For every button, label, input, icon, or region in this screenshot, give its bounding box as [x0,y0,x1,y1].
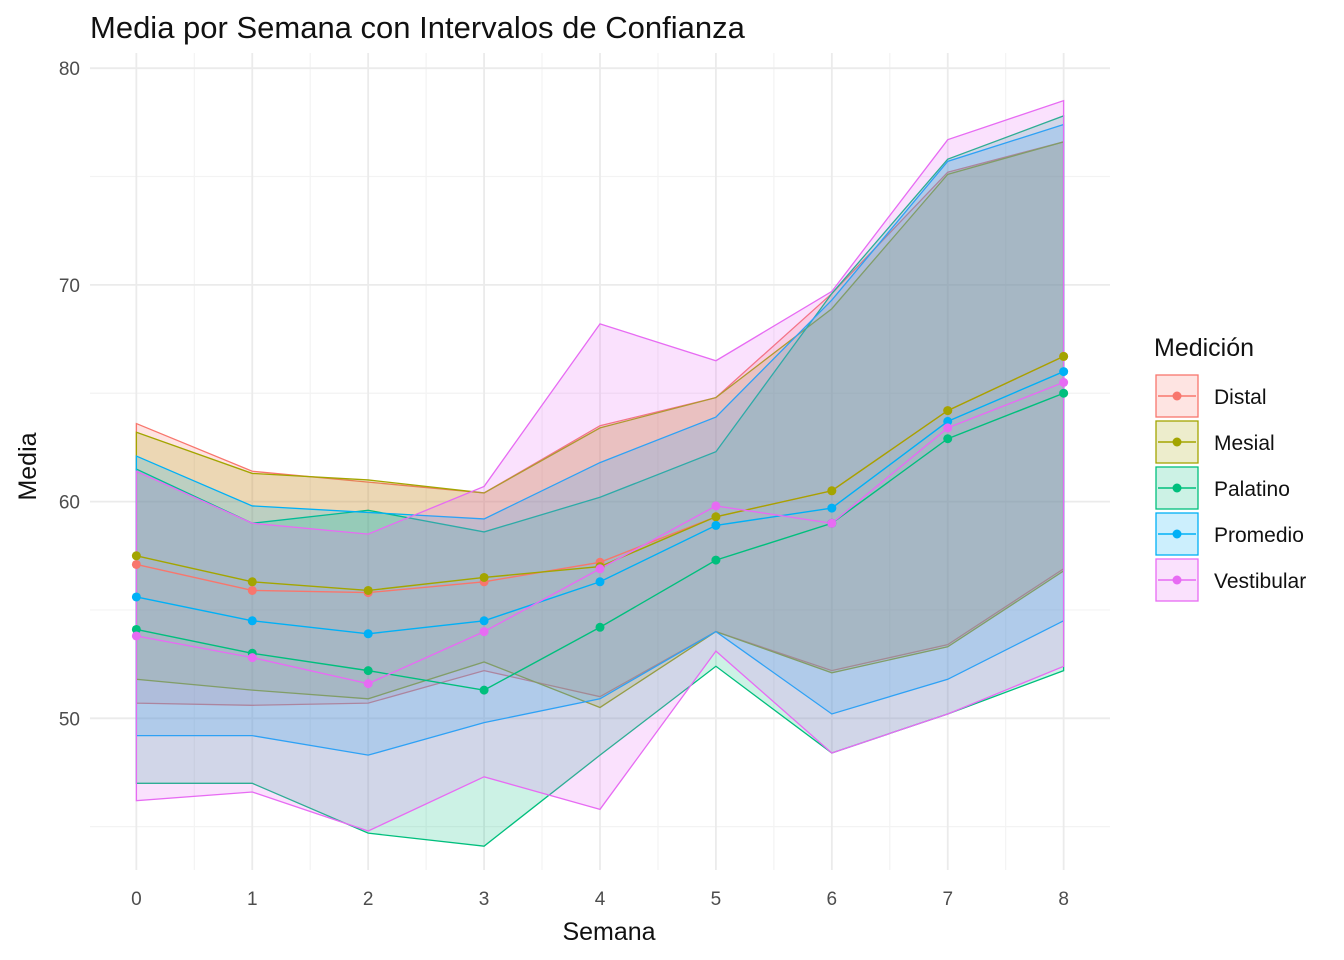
legend-item-promedio: Promedio [1155,512,1304,556]
point-promedio [363,629,373,639]
point-mesial [363,585,373,595]
point-mesial [943,406,953,416]
point-palatino [363,666,373,676]
point-palatino [479,685,489,695]
point-mesial [247,577,257,587]
point-mesial [827,486,837,496]
point-palatino [131,624,141,634]
x-axis-ticks: 0 1 2 3 4 5 6 7 8 [131,889,1069,910]
y-axis-ticks: 50 60 70 80 [59,59,80,730]
x-tick-label: 6 [827,889,838,910]
x-tick-label: 3 [479,889,490,910]
legend-label-mesial: Mesial [1214,432,1275,455]
point-mesial [711,512,721,522]
point-vestibular [247,653,257,663]
chart-title: Media por Semana con Intervalos de Confi… [90,10,745,45]
point-mesial [131,551,141,561]
legend-key-point-palatino [1172,483,1182,493]
point-palatino [943,434,953,444]
point-mesial [1059,351,1069,361]
legend-item-mesial: Mesial [1155,420,1275,464]
point-promedio [827,503,837,513]
legend-key-point-promedio [1172,529,1182,539]
legend: Medición Distal Mesial Palatino Promedio Ves… [1154,334,1306,602]
x-tick-label: 5 [711,889,722,910]
x-tick-label: 0 [131,889,142,910]
point-promedio [595,577,605,587]
point-palatino [711,555,721,565]
legend-label-palatino: Palatino [1214,478,1290,501]
legend-key-point-mesial [1172,437,1182,447]
point-vestibular [827,518,837,528]
point-promedio [131,592,141,602]
point-promedio [943,416,953,426]
y-tick-label: 50 [59,709,80,730]
legend-item-palatino: Palatino [1155,466,1290,510]
mean-points [131,351,1069,695]
point-promedio [711,520,721,530]
legend-item-vestibular: Vestibular [1155,558,1306,602]
point-palatino [595,622,605,632]
point-vestibular [943,423,953,433]
legend-title: Medición [1154,334,1254,362]
y-tick-label: 60 [59,493,80,514]
point-promedio [1059,367,1069,377]
grid [90,53,1110,870]
ci-band-palatino [135,114,1065,847]
x-tick-label: 2 [363,889,374,910]
x-tick-label: 8 [1058,889,1069,910]
legend-key-point-distal [1172,391,1182,401]
point-vestibular [363,679,373,689]
legend-item-distal: Distal [1155,374,1267,418]
point-distal [247,585,257,595]
point-vestibular [1059,377,1069,387]
point-mesial [479,572,489,582]
legend-label-distal: Distal [1214,386,1267,409]
x-tick-label: 7 [942,889,953,910]
legend-label-promedio: Promedio [1214,524,1304,547]
point-distal [131,559,141,569]
confidence-bands [135,99,1065,847]
point-palatino [1059,388,1069,398]
x-tick-label: 1 [247,889,258,910]
point-promedio [479,616,489,626]
x-axis-title: Semana [562,918,655,946]
legend-key-point-vestibular [1172,575,1182,585]
point-vestibular [595,564,605,574]
point-vestibular [131,631,141,641]
point-promedio [247,616,257,626]
y-tick-label: 80 [59,59,80,80]
y-tick-label: 70 [59,276,80,297]
x-tick-label: 4 [595,889,606,910]
point-vestibular [711,501,721,511]
y-axis-title: Media [14,432,42,500]
ci-band-vestibular [135,99,1065,832]
point-vestibular [479,627,489,637]
legend-label-vestibular: Vestibular [1214,570,1306,593]
